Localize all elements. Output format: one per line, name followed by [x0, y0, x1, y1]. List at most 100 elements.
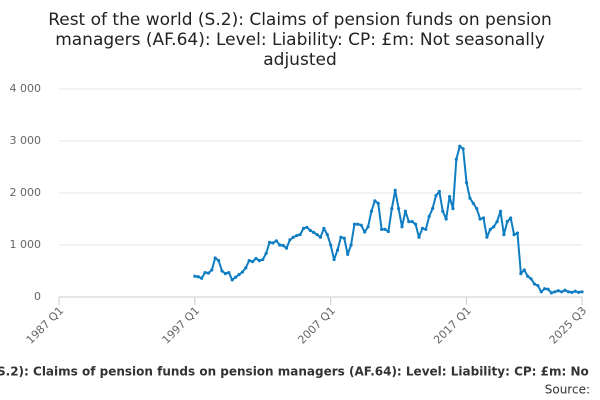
data-point [475, 207, 479, 211]
data-point [267, 240, 272, 244]
data-point [570, 290, 574, 294]
data-point [512, 233, 516, 237]
data-point [247, 259, 251, 263]
data-point [488, 227, 492, 231]
data-point [413, 222, 418, 226]
data-point [563, 288, 567, 292]
data-point [464, 181, 469, 185]
chart-title: adjusted [263, 50, 336, 70]
data-point [240, 270, 244, 274]
footer-title: S.2): Claims of pension funds on pension… [0, 365, 589, 379]
data-point [223, 272, 228, 276]
data-point [349, 243, 353, 247]
data-point [580, 290, 584, 294]
data-point [305, 225, 309, 229]
x-tick-label: 2007 Q1 [295, 304, 338, 347]
x-tick-label: 2017 Q1 [431, 304, 474, 347]
data-point [210, 268, 214, 272]
chart-title: managers (AF.64): Level: Liability: CP: … [55, 30, 545, 50]
data-point [352, 222, 357, 226]
data-point [322, 226, 326, 230]
data-point [366, 225, 370, 229]
data-point [498, 209, 503, 213]
data-point [376, 201, 380, 205]
data-point [332, 257, 336, 262]
data-point [254, 256, 258, 261]
data-point [539, 290, 543, 294]
data-point [573, 289, 577, 293]
data-point [495, 220, 499, 224]
data-point [233, 275, 238, 279]
data-point [312, 230, 316, 235]
data-point [458, 144, 462, 148]
data-point [400, 225, 404, 229]
x-tick-label: 1997 Q1 [160, 304, 203, 347]
data-point [577, 290, 581, 294]
data-point [532, 282, 537, 286]
data-point [407, 220, 411, 224]
data-point [193, 274, 197, 278]
y-tick-label: 1 000 [10, 238, 42, 251]
data-point [346, 252, 350, 256]
data-point [363, 230, 367, 234]
data-point [430, 207, 435, 211]
data-point [397, 207, 401, 211]
data-point [420, 226, 424, 230]
data-point [257, 259, 261, 263]
data-point [318, 235, 323, 239]
data-point [217, 259, 221, 263]
data-point [291, 235, 295, 239]
data-point [549, 291, 554, 295]
data-point [461, 147, 465, 151]
data-point [227, 270, 231, 275]
data-point [308, 228, 312, 233]
data-point [424, 227, 428, 231]
data-point [509, 216, 513, 220]
data-point [295, 234, 299, 238]
data-point [264, 251, 268, 255]
data-point [526, 274, 530, 278]
data-point [515, 231, 520, 235]
data-point [203, 270, 207, 275]
data-point [454, 157, 458, 161]
data-point [437, 189, 441, 194]
data-point [485, 235, 489, 239]
data-point [471, 201, 475, 205]
data-point [213, 256, 217, 260]
data-point [560, 290, 564, 294]
data-point [522, 268, 526, 272]
data-point [261, 257, 265, 262]
data-point [417, 235, 421, 239]
data-point [359, 223, 363, 227]
data-point [200, 276, 204, 280]
data-point [543, 287, 547, 291]
data-point [383, 227, 387, 231]
data-point [451, 207, 455, 211]
data-point [250, 260, 255, 264]
data-point [441, 209, 445, 213]
data-point [468, 196, 472, 200]
y-tick-label: 4 000 [10, 82, 42, 95]
data-point [281, 243, 285, 248]
data-point [278, 243, 282, 247]
data-point [546, 287, 550, 291]
data-point [369, 209, 374, 213]
chart-title: Rest of the world (S.2): Claims of pensi… [48, 10, 552, 30]
x-tick-label: 2025 Q3 [547, 304, 590, 347]
data-point [288, 238, 292, 242]
data-point [556, 289, 560, 293]
y-tick-label: 2 000 [10, 186, 42, 199]
data-point [356, 222, 360, 226]
data-point [284, 246, 289, 250]
data-point [220, 269, 224, 273]
data-point [502, 233, 506, 237]
data-point [529, 277, 533, 281]
data-point [447, 195, 452, 199]
data-point [566, 290, 571, 294]
data-point [274, 239, 278, 243]
data-point [410, 220, 414, 224]
data-point [380, 227, 384, 231]
y-tick-label: 0 [34, 290, 41, 303]
